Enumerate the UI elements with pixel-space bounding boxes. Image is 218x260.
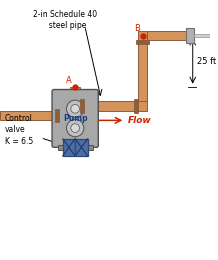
Text: A: A (66, 76, 71, 85)
Bar (55, 109, 59, 122)
Bar (63, 139, 75, 156)
Text: 25 ft: 25 ft (197, 57, 216, 66)
Bar (138, 40, 147, 101)
Bar (70, 87, 80, 101)
Circle shape (71, 124, 80, 132)
Bar (70, 101, 80, 111)
Bar (186, 28, 194, 43)
Circle shape (66, 100, 84, 118)
Bar (194, 34, 211, 37)
Text: Pump: Pump (63, 114, 87, 123)
Text: Flow: Flow (128, 116, 152, 125)
Bar (75, 139, 88, 156)
FancyBboxPatch shape (52, 89, 98, 147)
Text: B: B (134, 24, 140, 33)
Circle shape (71, 105, 80, 113)
Bar (80, 99, 84, 113)
Circle shape (66, 119, 84, 137)
Bar (147, 31, 186, 40)
Bar (84, 101, 134, 111)
Text: 2-in Schedule 40
  steel pipe: 2-in Schedule 40 steel pipe (34, 10, 98, 30)
Bar (136, 40, 149, 44)
Bar (134, 99, 138, 113)
Text: Control
valve
K = 6.5: Control valve K = 6.5 (5, 114, 33, 146)
Bar (0, 111, 55, 120)
Bar (138, 101, 147, 111)
Bar (138, 31, 147, 40)
Bar (58, 145, 92, 150)
